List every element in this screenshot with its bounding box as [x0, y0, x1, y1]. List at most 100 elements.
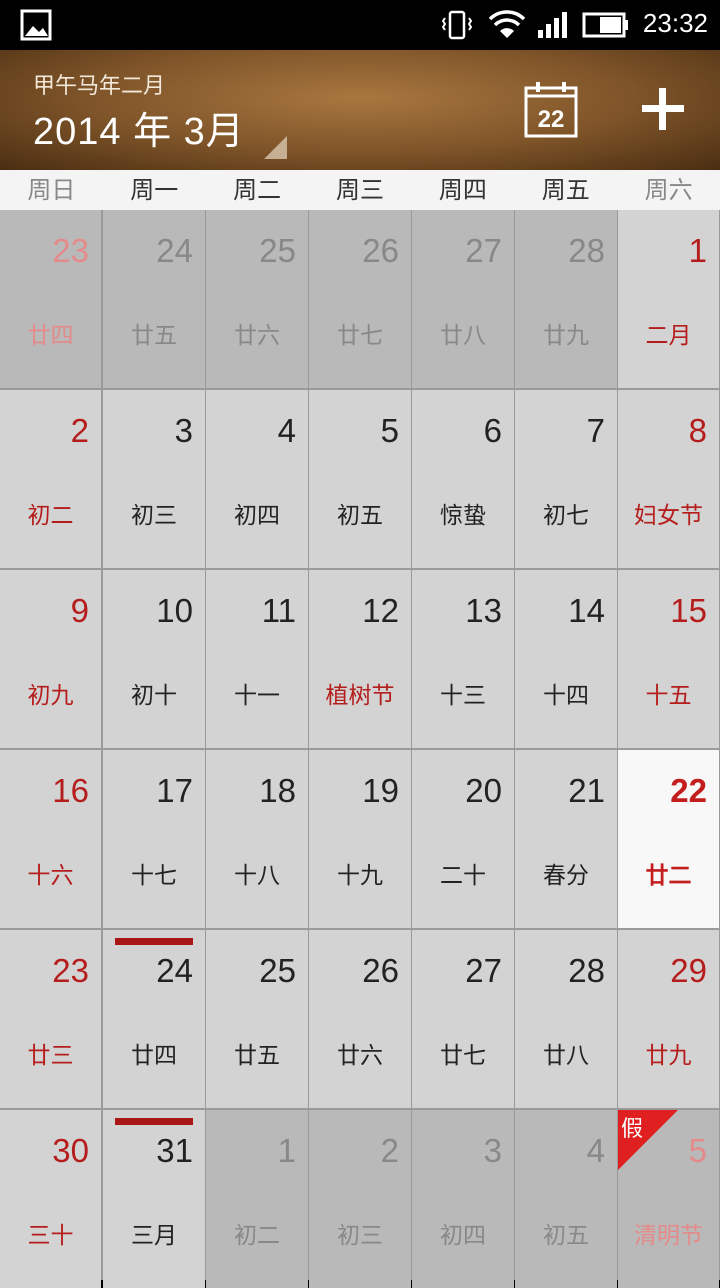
- lunar-date: 初四: [440, 1223, 486, 1249]
- day-cell[interactable]: 19 十九: [309, 750, 411, 928]
- day-cell[interactable]: 25 廿六: [206, 210, 308, 388]
- lunar-date: 廿九: [645, 1043, 692, 1069]
- day-cell[interactable]: 2 初二: [0, 390, 101, 568]
- day-cell[interactable]: 27 廿七: [412, 930, 514, 1108]
- day-cell[interactable]: 27 廿八: [412, 210, 514, 388]
- day-number: 2: [70, 412, 89, 449]
- day-number: 5: [380, 412, 399, 449]
- day-cell[interactable]: 14 十四: [515, 570, 617, 748]
- day-number: 18: [259, 772, 296, 809]
- weekday-header: 周日 周一 周二 周三 周四 周五 周六: [0, 170, 720, 211]
- day-number: 19: [362, 772, 399, 809]
- day-cell[interactable]: 17 十七: [103, 750, 205, 928]
- day-cell[interactable]: 11 十一: [206, 570, 308, 748]
- lunar-date: 廿八: [543, 1043, 589, 1069]
- day-cell[interactable]: 31 三月: [103, 1110, 205, 1288]
- day-cell[interactable]: 6 惊蛰: [412, 390, 514, 568]
- weekday-tue: 周二: [233, 176, 282, 204]
- day-cell[interactable]: 3 初四: [412, 1110, 514, 1288]
- lunar-date: 春分: [543, 863, 589, 889]
- day-cell[interactable]: 24 廿四: [103, 930, 205, 1108]
- day-cell[interactable]: 2 初三: [309, 1110, 411, 1288]
- day-cell[interactable]: 5 初五: [309, 390, 411, 568]
- day-number: 27: [465, 952, 502, 989]
- day-number: 10: [156, 592, 193, 629]
- day-cell[interactable]: 18 十八: [206, 750, 308, 928]
- lunar-date: 十三: [440, 683, 486, 709]
- day-number: 30: [52, 1132, 89, 1169]
- day-number: 25: [259, 952, 296, 989]
- lunar-date: 廿四: [27, 323, 74, 349]
- day-cell[interactable]: 24 廿五: [103, 210, 205, 388]
- day-cell[interactable]: 30 三十: [0, 1110, 101, 1288]
- day-cell[interactable]: 9 初九: [0, 570, 101, 748]
- day-number: 1: [277, 1132, 296, 1169]
- lunar-date: 十七: [131, 863, 177, 889]
- day-cell[interactable]: 23 廿三: [0, 930, 101, 1108]
- day-cell[interactable]: 22 廿二: [618, 750, 719, 928]
- day-cell[interactable]: 26 廿六: [309, 930, 411, 1108]
- lunar-date: 初四: [234, 503, 280, 529]
- day-number: 5: [688, 1132, 707, 1169]
- day-cell[interactable]: 25 廿五: [206, 930, 308, 1108]
- lunar-date: 植树节: [325, 683, 395, 709]
- month-title[interactable]: 2014 年 3月: [33, 111, 245, 153]
- month-picker-indicator-icon[interactable]: [264, 136, 287, 159]
- lunar-date: 三十: [27, 1223, 74, 1249]
- day-number: 24: [156, 232, 193, 269]
- status-bar: 23:32: [0, 0, 720, 50]
- lunar-date: 廿五: [234, 1043, 280, 1069]
- day-cell[interactable]: 16 十六: [0, 750, 101, 928]
- lunar-date: 初三: [337, 1223, 383, 1249]
- lunar-date: 廿三: [27, 1043, 74, 1069]
- day-cell[interactable]: 23 廿四: [0, 210, 101, 388]
- day-cell[interactable]: 4 初五: [515, 1110, 617, 1288]
- day-number: 4: [277, 412, 296, 449]
- calendar-today-icon: 22: [524, 82, 578, 138]
- lunar-month-label: 甲午马年二月: [33, 74, 166, 99]
- day-number: 22: [670, 772, 707, 809]
- lunar-date: 清明节: [634, 1223, 703, 1249]
- day-number: 29: [670, 952, 707, 989]
- day-number: 14: [568, 592, 605, 629]
- weekday-sat: 周六: [644, 176, 693, 204]
- day-cell[interactable]: 28 廿八: [515, 930, 617, 1108]
- lunar-date: 初十: [131, 683, 177, 709]
- month-grid: 23 廿四 24 廿五 25 廿六 26 廿七 27 廿八 28 廿九 1 二月 2 初二 3 初三 4 初四 5 初五 6…: [0, 210, 720, 1288]
- day-cell[interactable]: 20 二十: [412, 750, 514, 928]
- signal-icon: [538, 12, 567, 38]
- day-cell[interactable]: 29 廿九: [618, 930, 719, 1108]
- wifi-icon: [488, 10, 526, 38]
- day-cell[interactable]: 28 廿九: [515, 210, 617, 388]
- day-cell[interactable]: 1 二月: [618, 210, 719, 388]
- weekday-sun: 周日: [27, 176, 76, 204]
- today-icon-label: 22: [538, 106, 565, 133]
- lunar-date: 廿九: [543, 323, 589, 349]
- day-cell[interactable]: 3 初三: [103, 390, 205, 568]
- day-number: 2: [380, 1132, 399, 1169]
- day-cell[interactable]: 8 妇女节: [618, 390, 719, 568]
- today-button[interactable]: 22: [518, 80, 584, 140]
- day-cell[interactable]: 假 5 清明节: [618, 1110, 719, 1288]
- day-cell[interactable]: 12 植树节: [309, 570, 411, 748]
- day-number: 20: [465, 772, 502, 809]
- day-cell[interactable]: 26 廿七: [309, 210, 411, 388]
- day-cell[interactable]: 7 初七: [515, 390, 617, 568]
- lunar-date: 十五: [645, 683, 692, 709]
- day-cell[interactable]: 21 春分: [515, 750, 617, 928]
- day-number: 1: [688, 232, 707, 269]
- gallery-notification-icon: [20, 9, 52, 41]
- day-number: 11: [261, 592, 296, 629]
- lunar-date: 初七: [543, 503, 589, 529]
- day-cell[interactable]: 1 初二: [206, 1110, 308, 1288]
- day-number: 12: [362, 592, 399, 629]
- day-cell[interactable]: 13 十三: [412, 570, 514, 748]
- weekday-thu: 周四: [438, 176, 487, 204]
- add-event-button[interactable]: [632, 78, 694, 140]
- day-number: 16: [52, 772, 89, 809]
- day-cell[interactable]: 15 十五: [618, 570, 719, 748]
- day-cell[interactable]: 10 初十: [103, 570, 205, 748]
- day-cell[interactable]: 4 初四: [206, 390, 308, 568]
- battery-icon: [582, 12, 628, 38]
- lunar-date: 廿五: [131, 323, 177, 349]
